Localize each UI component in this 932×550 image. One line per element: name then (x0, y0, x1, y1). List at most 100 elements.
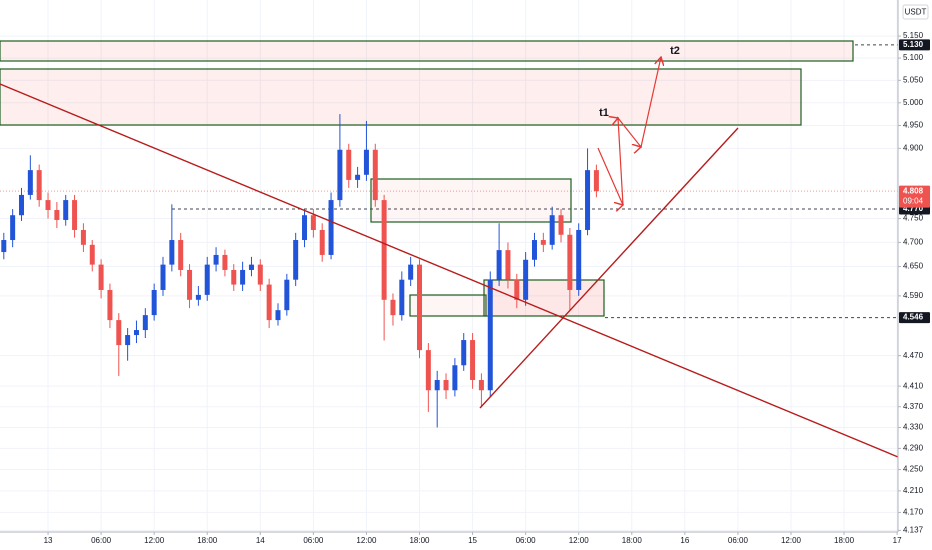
candle-body (302, 215, 308, 241)
y-tick-label: 4.750 (903, 214, 924, 223)
candle-body (63, 200, 69, 220)
y-tick-label: 5.000 (903, 98, 924, 107)
candle-body (434, 380, 440, 391)
x-tick-label: 18:00 (622, 536, 643, 545)
x-tick-label: 12:00 (569, 536, 590, 545)
candle-body (178, 240, 184, 270)
candle-body (390, 299, 396, 316)
candle-body (470, 340, 476, 381)
candle-body (248, 264, 254, 270)
price-label: 5.130 (903, 40, 924, 49)
currency-badge[interactable] (902, 4, 929, 20)
candle-body (346, 149, 352, 180)
y-tick-label: 4.250 (903, 465, 924, 474)
candle-body (461, 340, 467, 366)
candle-body (27, 170, 33, 195)
y-tick-label: 4.950 (903, 121, 924, 130)
drawings: t1 t2 (0, 45, 899, 458)
zone (0, 40, 854, 62)
grid (0, 0, 898, 532)
y-tick-label: 4.900 (903, 143, 924, 152)
candle-body (576, 229, 582, 290)
candle-body (72, 200, 78, 230)
trend-line (0, 83, 899, 458)
candle-body (169, 240, 175, 265)
candle-body (372, 149, 378, 201)
x-tick-label: 12:00 (356, 536, 377, 545)
candle-body (549, 215, 555, 245)
candle-body (275, 310, 281, 321)
candle-body (257, 264, 263, 285)
y-tick-label: 5.050 (903, 75, 924, 84)
x-tick-label: 14 (256, 536, 265, 545)
x-tick-label: 06:00 (728, 536, 749, 545)
time-axis-bg (0, 532, 898, 550)
y-tick-label: 4.330 (903, 423, 924, 432)
candle-body (125, 335, 131, 346)
y-tick-label: 4.290 (903, 444, 924, 453)
y-tick-label: 4.210 (903, 486, 924, 495)
candle-body (142, 315, 148, 331)
y-tick-label: 4.170 (903, 508, 924, 517)
x-tick-label: 15 (468, 536, 477, 545)
zone (0, 68, 802, 126)
candle-body (567, 234, 573, 290)
projection-arrow (597, 57, 661, 205)
candle-body (487, 279, 493, 391)
candle-body (18, 194, 24, 216)
x-tick-label: 06:00 (91, 536, 112, 545)
annotation: t1 (599, 107, 609, 119)
countdown: 09:04 (903, 196, 924, 205)
candle-body (222, 254, 228, 270)
zone (483, 279, 605, 317)
candle-body (36, 170, 42, 201)
price-label: 4.546 (903, 313, 924, 322)
candle-body (328, 200, 334, 255)
candle-body (558, 215, 564, 235)
candle-body (399, 279, 405, 316)
price-label-box (899, 185, 930, 208)
candle-body (284, 279, 290, 311)
candle-body (266, 284, 272, 321)
candle-body (478, 380, 484, 391)
price-label-box (899, 312, 930, 324)
x-tick-label: 18:00 (409, 536, 430, 545)
x-tick-label: 12:00 (781, 536, 802, 545)
candle-body (195, 294, 201, 300)
annotation: t2 (670, 45, 680, 57)
zone (409, 294, 487, 317)
x-tick-label: 17 (893, 536, 902, 545)
candle-body (1, 240, 7, 253)
candles (1, 114, 599, 428)
price-label: 4.770 (903, 204, 924, 213)
x-tick-label: 16 (680, 536, 689, 545)
candle-body (116, 320, 122, 346)
y-tick-label: 4.470 (903, 351, 924, 360)
zone (370, 178, 572, 223)
candle-body (10, 215, 16, 241)
candle-body (293, 240, 299, 280)
y-tick-label: 4.370 (903, 402, 924, 411)
y-tick-label: 4.700 (903, 238, 924, 247)
candle-body (531, 240, 537, 260)
candle-body (45, 200, 51, 211)
price-label: 4.808 (903, 186, 924, 195)
candle-body (496, 250, 502, 280)
candle-body (363, 149, 369, 175)
y-tick-label: 4.650 (903, 262, 924, 271)
candle-body (107, 289, 113, 321)
candle-body (417, 264, 423, 351)
candle-body (187, 269, 193, 300)
trend-line (479, 127, 739, 409)
x-tick-label: 12:00 (144, 536, 165, 545)
candle-body (408, 264, 414, 280)
y-tick-label: 4.410 (903, 381, 924, 390)
y-tick-label: 5.100 (903, 53, 924, 62)
candle-body (89, 244, 95, 265)
candle-body (593, 170, 599, 192)
x-tick-label: 18:00 (834, 536, 855, 545)
candle-body (231, 269, 237, 285)
candle-body (540, 240, 546, 245)
candle-body (505, 250, 511, 280)
